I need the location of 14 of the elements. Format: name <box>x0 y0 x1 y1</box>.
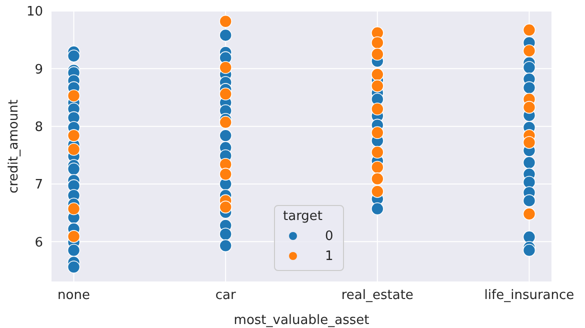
x-axis-title: most_valuable_asset <box>234 313 370 328</box>
x-tick-label: car <box>215 288 236 304</box>
y-tick-label: 10 <box>26 4 43 20</box>
x-tick-label: none <box>58 288 90 304</box>
y-tick-label: 6 <box>34 235 43 250</box>
y-tick-label: 9 <box>34 62 43 78</box>
legend-label: 1 <box>325 248 334 264</box>
legend-label: 0 <box>325 228 334 244</box>
y-tick-label: 8 <box>34 120 43 135</box>
x-tick-label: real_estate <box>341 288 414 304</box>
y-axis-title: credit_amount <box>6 100 22 194</box>
y-tick-label: 7 <box>34 178 43 193</box>
legend-title: target <box>283 209 324 224</box>
x-tick-label: life_insurance <box>484 288 574 304</box>
